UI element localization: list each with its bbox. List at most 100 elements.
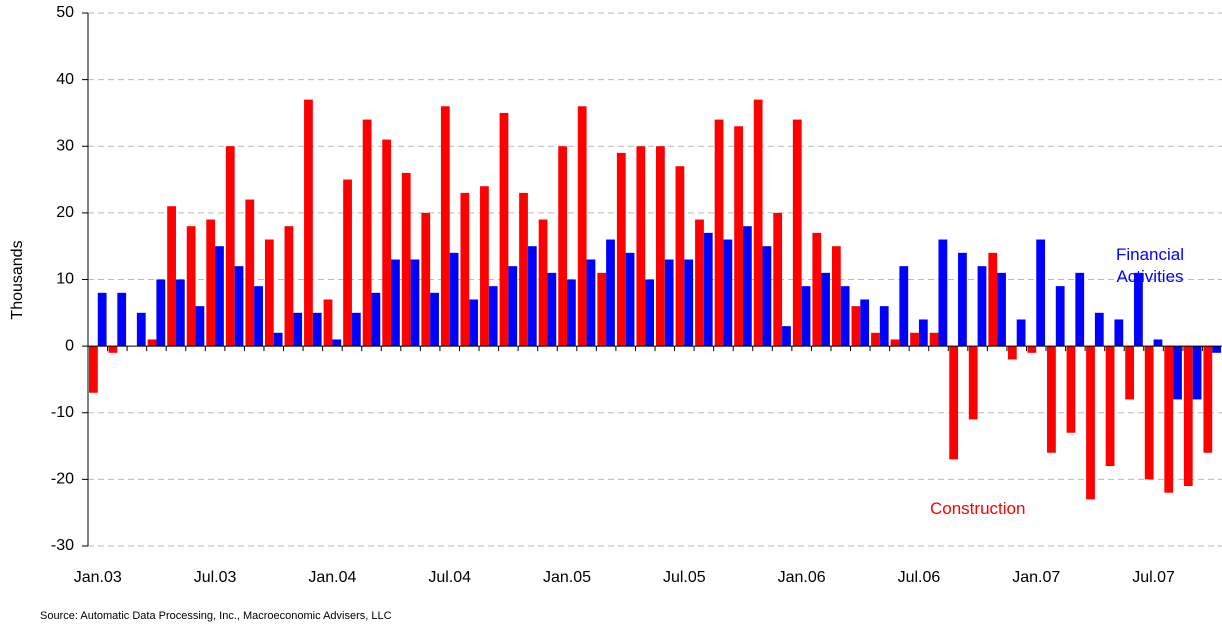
bar	[773, 212, 783, 347]
x-tick-label: Jan.06	[778, 569, 826, 586]
bar	[273, 332, 283, 347]
bar	[1066, 346, 1076, 433]
bar	[156, 279, 166, 347]
bar	[449, 252, 459, 347]
bar	[117, 292, 127, 347]
y-axis-label: Thousands	[9, 240, 26, 319]
bar	[695, 219, 704, 347]
bar	[616, 152, 626, 347]
bar	[382, 139, 392, 347]
bar	[1036, 239, 1046, 347]
bar	[899, 266, 909, 347]
bar	[430, 292, 439, 347]
bar	[1114, 319, 1124, 347]
bar	[89, 346, 98, 393]
bar	[304, 99, 313, 347]
x-tick-label: Jul.03	[194, 569, 237, 586]
bar	[879, 306, 889, 347]
bar	[625, 252, 635, 347]
bar	[1164, 346, 1174, 493]
bar	[1047, 346, 1056, 453]
bar	[860, 299, 870, 347]
bar	[958, 252, 967, 347]
bar	[371, 292, 381, 347]
bar	[215, 246, 224, 347]
bar	[714, 119, 724, 347]
bar	[362, 119, 372, 347]
y-tick-label: 20	[56, 204, 74, 221]
bar	[108, 346, 118, 353]
bar	[1153, 339, 1163, 347]
bar	[840, 286, 850, 347]
bar	[136, 312, 146, 347]
bar	[762, 246, 772, 347]
bar	[1027, 346, 1037, 353]
bar	[195, 306, 205, 347]
bar	[812, 232, 822, 347]
bar	[684, 259, 694, 347]
bar	[703, 232, 713, 347]
bar	[1075, 272, 1085, 347]
bar	[1125, 346, 1135, 400]
bar	[1192, 346, 1202, 400]
x-tick-label: Jul.06	[898, 569, 941, 586]
bar	[567, 279, 576, 347]
bar	[1105, 346, 1115, 467]
bar	[645, 279, 654, 347]
series-label: Financial Activities	[1115, 245, 1185, 286]
bar	[597, 272, 607, 347]
bar	[401, 172, 411, 347]
x-tick-label: Jul.07	[1132, 569, 1175, 586]
bar	[351, 312, 361, 347]
bar	[167, 206, 176, 347]
x-tick-label: Jan.03	[74, 569, 122, 586]
bar	[1007, 346, 1017, 360]
series-label: Construction	[930, 499, 1026, 518]
bar	[421, 212, 431, 347]
bar	[723, 239, 733, 347]
bar	[488, 286, 498, 347]
bar	[1203, 346, 1213, 453]
bar	[831, 246, 841, 347]
bar	[410, 259, 420, 347]
bar	[988, 252, 998, 347]
x-tick-label: Jul.05	[663, 569, 706, 586]
bar	[312, 312, 322, 347]
bar	[508, 266, 518, 347]
y-tick-label: 50	[56, 4, 74, 21]
bar	[1094, 312, 1104, 347]
bar	[440, 106, 450, 347]
bar	[997, 272, 1006, 347]
x-tick-label: Jul.04	[428, 569, 471, 586]
x-tick-label: Jan.04	[308, 569, 356, 586]
bar	[664, 259, 674, 347]
bar	[147, 339, 157, 347]
bar	[1173, 346, 1182, 400]
bar	[918, 319, 928, 347]
bar	[480, 186, 489, 347]
bar	[968, 346, 978, 420]
bar	[245, 199, 255, 347]
bar	[343, 179, 352, 347]
bar	[792, 119, 802, 347]
bar	[558, 146, 568, 347]
bar	[499, 112, 509, 347]
bar	[977, 266, 987, 347]
bar	[538, 219, 548, 347]
bar	[929, 332, 939, 347]
bar	[636, 146, 646, 347]
y-tick-label: 0	[65, 337, 74, 354]
bar	[782, 326, 791, 347]
bar	[527, 246, 537, 347]
bar	[1144, 346, 1154, 480]
x-tick-label: Jan.05	[543, 569, 591, 586]
bar	[175, 279, 185, 347]
bar	[293, 312, 303, 347]
y-tick-label: 30	[56, 137, 74, 154]
bar	[1086, 346, 1095, 500]
source-note: Source: Automatic Data Processing, Inc.,…	[40, 610, 392, 622]
bar	[186, 226, 196, 347]
bar	[323, 299, 333, 347]
